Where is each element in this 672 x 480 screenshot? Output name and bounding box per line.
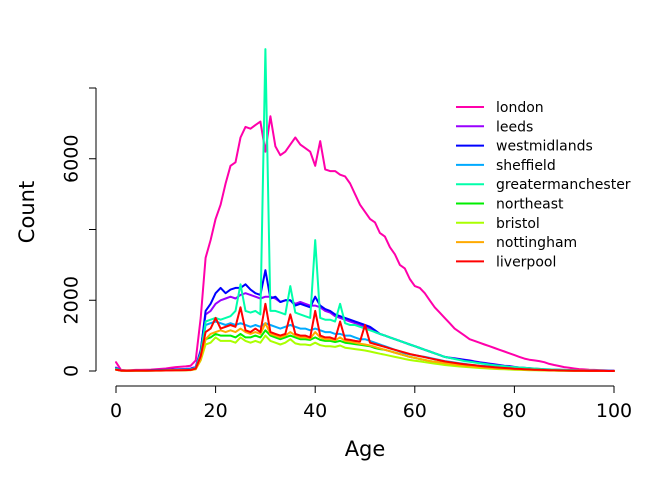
x-tick-label: 20 [204,400,228,422]
axes-layer: 0 20 40 60 80 100 0 2000 6000 [61,87,632,422]
series-layer [115,48,615,372]
legend-label-northeast: northeast [496,197,564,213]
legend-label-bristol: bristol [496,216,540,232]
legend: london leeds westmidlands sheffield greaterm… [456,100,631,270]
legend-label-leeds: leeds [496,119,533,135]
y-tick-label: 6000 [61,135,83,183]
series-line-leeds [115,292,615,372]
x-tick-label: 80 [502,400,526,422]
y-tick-label: 0 [61,365,83,377]
legend-label-london: london [496,100,544,116]
legend-label-sheffield: sheffield [496,158,556,174]
legend-label-liverpool: liverpool [496,254,556,270]
y-tick-label: 2000 [61,276,83,324]
series-line-nottingham [115,322,615,372]
series-line-liverpool [115,302,615,372]
legend-label-greatermanchester: greatermanchester [496,177,631,193]
legend-label-westmidlands: westmidlands [496,139,593,155]
x-axis-title: Age [345,437,386,461]
y-axis-title: Count [15,181,39,243]
legend-label-nottingham: nottingham [496,235,577,251]
x-tick-label: 0 [110,400,122,422]
series-line-westmidlands [115,269,615,372]
x-tick-label: 60 [403,400,427,422]
series-line-london [115,115,615,372]
x-tick-label: 40 [303,400,327,422]
x-tick-label: 100 [596,400,632,422]
